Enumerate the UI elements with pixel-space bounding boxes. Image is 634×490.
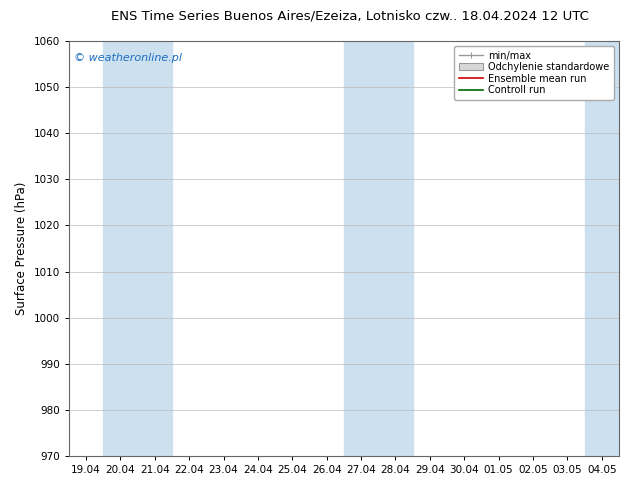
Text: czw.. 18.04.2024 12 UTC: czw.. 18.04.2024 12 UTC bbox=[425, 10, 589, 23]
Bar bbox=[585, 41, 619, 456]
Text: © weatheronline.pl: © weatheronline.pl bbox=[74, 53, 183, 64]
Bar bbox=[103, 41, 172, 456]
Text: ENS Time Series Buenos Aires/Ezeiza, Lotnisko: ENS Time Series Buenos Aires/Ezeiza, Lot… bbox=[112, 10, 421, 23]
Legend: min/max, Odchylenie standardowe, Ensemble mean run, Controll run: min/max, Odchylenie standardowe, Ensembl… bbox=[454, 46, 614, 100]
Bar bbox=[344, 41, 413, 456]
Y-axis label: Surface Pressure (hPa): Surface Pressure (hPa) bbox=[15, 182, 28, 315]
